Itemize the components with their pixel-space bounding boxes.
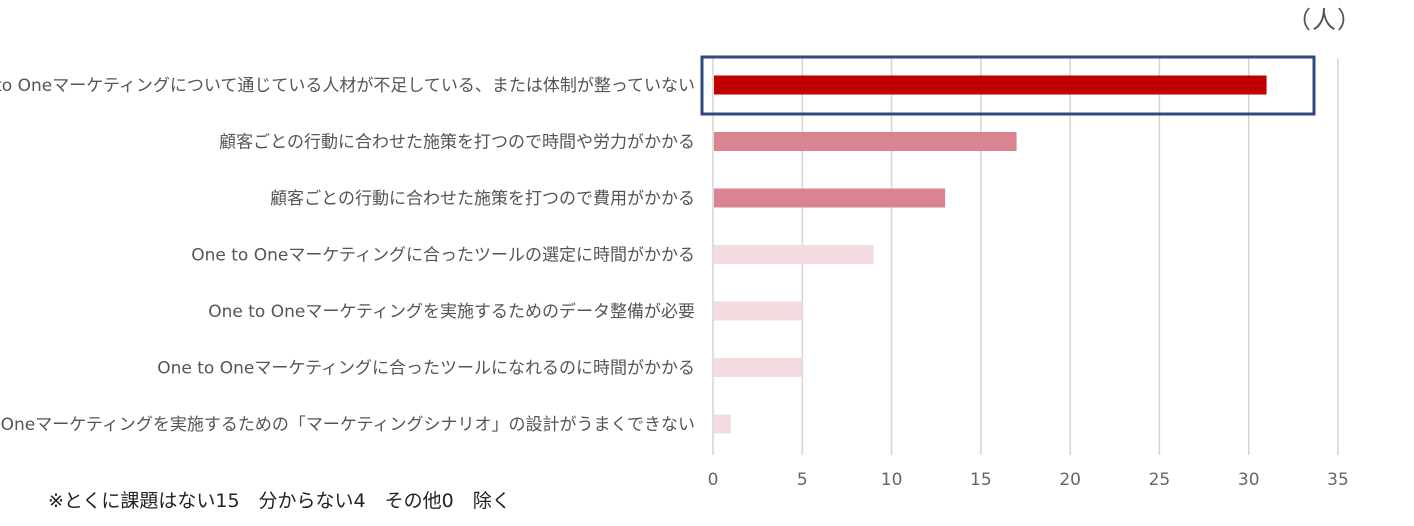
x-tick-label: 30 — [1238, 470, 1260, 490]
x-tick-label: 10 — [881, 470, 903, 490]
bar — [714, 132, 1017, 151]
category-label: One to Oneマーケティングを実施するための「マーケティングシナリオ」の設… — [0, 415, 695, 435]
unit-label: （人） — [1287, 6, 1362, 34]
category-label: One to Oneマーケティングを実施するためのデータ整備が必要 — [208, 301, 695, 322]
bar — [714, 358, 803, 377]
x-tick-label: 15 — [970, 470, 992, 490]
x-tick-label: 20 — [1059, 470, 1081, 490]
category-label: 顧客ごとの行動に合わせた施策を打つので時間や労力がかかる — [219, 133, 695, 153]
bar — [714, 414, 731, 434]
category-label: One to Oneマーケティングについて通じている人材が不足している、または体… — [0, 76, 695, 96]
x-tick-label: 25 — [1149, 470, 1171, 490]
bar — [714, 188, 946, 208]
x-tick-label: 5 — [797, 470, 808, 490]
highlight-box — [700, 55, 1316, 116]
bar — [714, 245, 874, 264]
category-label: One to Oneマーケティングに合ったツールの選定に時間がかかる — [191, 246, 695, 266]
category-label: 顧客ごとの行動に合わせた施策を打つので費用がかかる — [270, 189, 695, 209]
bar — [714, 75, 1267, 95]
x-tick-label: 0 — [708, 470, 719, 490]
x-tick-label: 35 — [1327, 470, 1349, 490]
bar — [714, 301, 803, 321]
category-label: One to Oneマーケティングに合ったツールになれるのに時間がかかる — [157, 359, 695, 379]
footnote: ※とくに課題はない15 分からない4 その他0 除く — [48, 490, 511, 512]
